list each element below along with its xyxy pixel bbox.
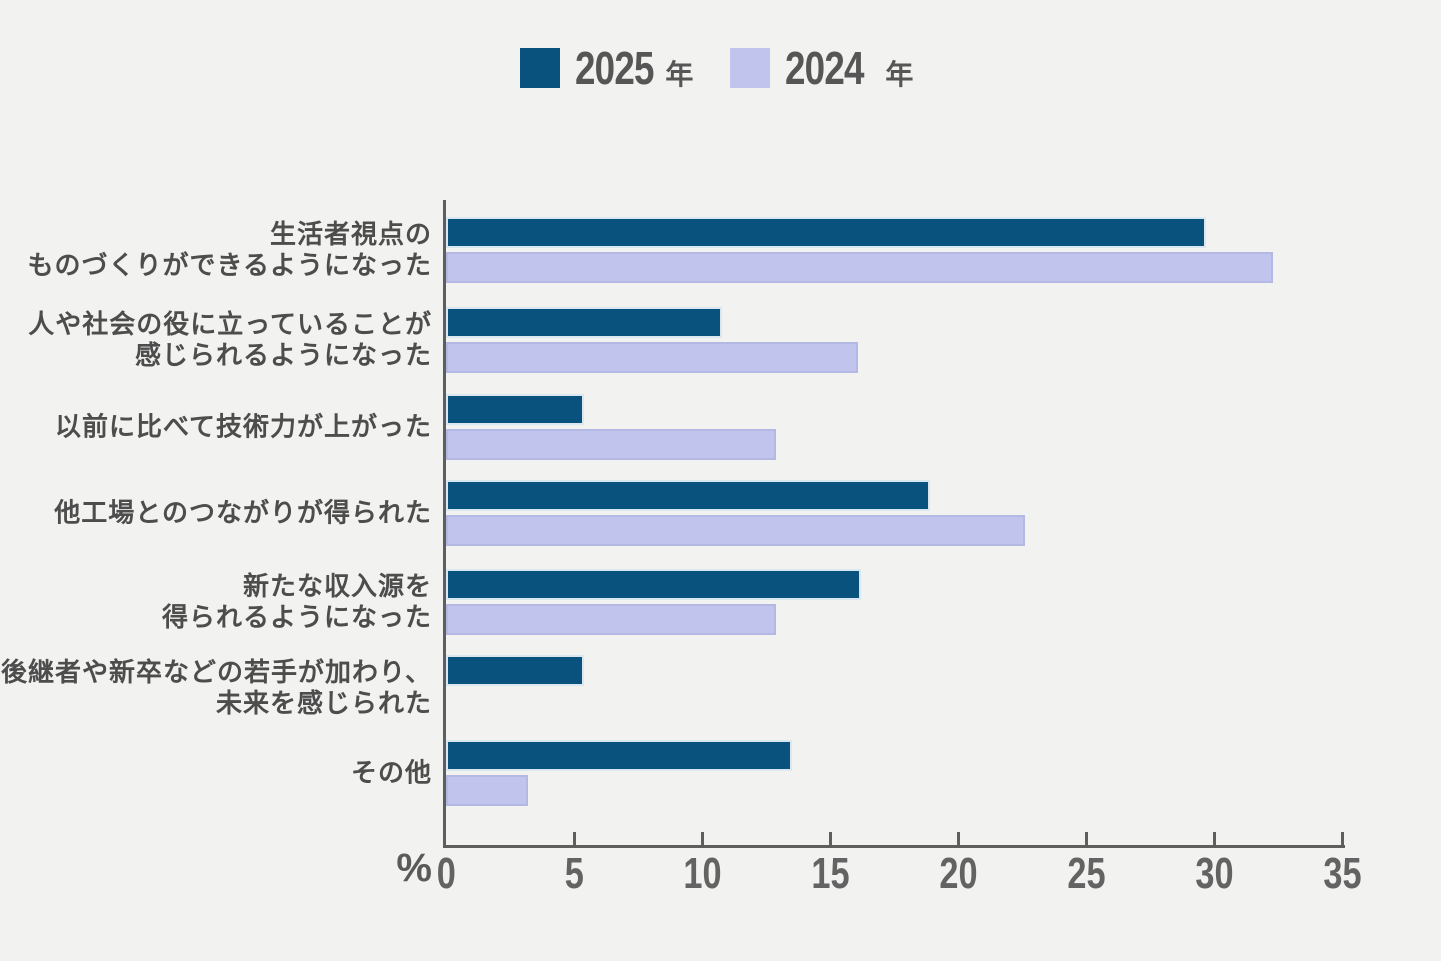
tick-mark-35 — [1340, 832, 1344, 845]
legend-year-2024: 2024 — [785, 42, 864, 94]
tick-mark-5 — [572, 832, 576, 845]
category-label-line: 新たな収入源を — [242, 571, 432, 601]
bar-2025-row6 — [446, 655, 584, 686]
category-label-line: その他 — [350, 757, 432, 788]
tick-label-text: 35 — [1322, 849, 1362, 898]
tick-label-text: 5 — [564, 849, 584, 898]
legend-unit-2025: 年 — [665, 59, 694, 90]
tick-label-0: 0 — [406, 849, 486, 899]
legend-year-2025: 2025 — [575, 42, 654, 94]
category-label-line: 生活者視点の — [269, 219, 432, 249]
bar-2024-row2 — [446, 342, 858, 373]
bar-2024-row1 — [446, 252, 1273, 283]
tick-mark-15 — [828, 832, 832, 845]
tick-label-5: 5 — [534, 849, 614, 899]
legend-item-2024: 2024 年 — [730, 42, 913, 94]
bar-2025-row1 — [446, 217, 1206, 248]
tick-label-15: 15 — [790, 849, 870, 899]
legend-unit-2024: 年 — [885, 59, 914, 90]
category-label-row4: 他工場とのつながりが得られた — [0, 498, 432, 529]
tick-label-35: 35 — [1302, 849, 1382, 899]
tick-label-text: 0 — [436, 849, 456, 898]
category-label-row3: 以前に比べて技術力が上がった — [0, 412, 432, 443]
tick-mark-20 — [956, 832, 960, 845]
bar-2024-row7 — [446, 775, 528, 806]
category-label-row5: 新たな収入源を 得られるようになった — [0, 571, 432, 633]
tick-label-text: 30 — [1194, 849, 1234, 898]
category-label-line: 人や社会の役に立っていることが — [28, 309, 432, 339]
legend-swatch-2025 — [520, 48, 560, 88]
legend-swatch-2024 — [730, 48, 770, 88]
category-label-line: 未来を感じられた — [215, 688, 432, 718]
category-label-row1: 生活者視点の ものづくりができるようになった — [0, 219, 432, 281]
tick-label-30: 30 — [1174, 849, 1254, 899]
percent-unit-label: % — [396, 846, 432, 890]
tick-label-text: 20 — [938, 849, 978, 898]
bar-2025-row2 — [446, 307, 722, 338]
tick-label-text: 10 — [682, 849, 722, 898]
bar-2025-row3 — [446, 394, 584, 425]
bar-2025-row5 — [446, 569, 861, 600]
tick-mark-10 — [700, 832, 704, 845]
y-axis-line — [443, 200, 446, 848]
bar-2024-row4 — [446, 515, 1025, 546]
tick-label-25: 25 — [1046, 849, 1126, 899]
category-label-line: 他工場とのつながりが得られた — [54, 497, 432, 528]
category-label-line: ものづくりができるようになった — [27, 250, 432, 280]
legend-item-2025: 2025 年 — [520, 42, 693, 94]
category-label-row6: 後継者や新卒などの若手が加わり、 未来を感じられた — [0, 657, 432, 719]
x-axis-line — [443, 845, 1345, 848]
bar-2024-row5 — [446, 604, 776, 635]
tick-label-10: 10 — [662, 849, 742, 899]
tick-label-text: 15 — [810, 849, 850, 898]
category-label-line: 後継者や新卒などの若手が加わり、 — [1, 657, 432, 687]
category-label-line: 感じられるようになった — [134, 340, 432, 370]
bar-2025-row7 — [446, 740, 792, 771]
tick-label-text: 25 — [1066, 849, 1106, 898]
legend-label-2024: 2024 年 — [785, 41, 913, 95]
category-label-line: 得られるようになった — [161, 602, 432, 632]
tick-mark-30 — [1212, 832, 1216, 845]
tick-label-20: 20 — [918, 849, 998, 899]
tick-mark-25 — [1084, 832, 1088, 845]
bar-2024-row3 — [446, 429, 776, 460]
bar-2025-row4 — [446, 480, 930, 511]
category-label-line: 以前に比べて技術力が上がった — [55, 411, 432, 442]
legend-label-2025: 2025 年 — [575, 41, 693, 95]
category-label-row7: その他 — [0, 758, 432, 789]
category-label-row2: 人や社会の役に立っていることが 感じられるようになった — [0, 309, 432, 371]
